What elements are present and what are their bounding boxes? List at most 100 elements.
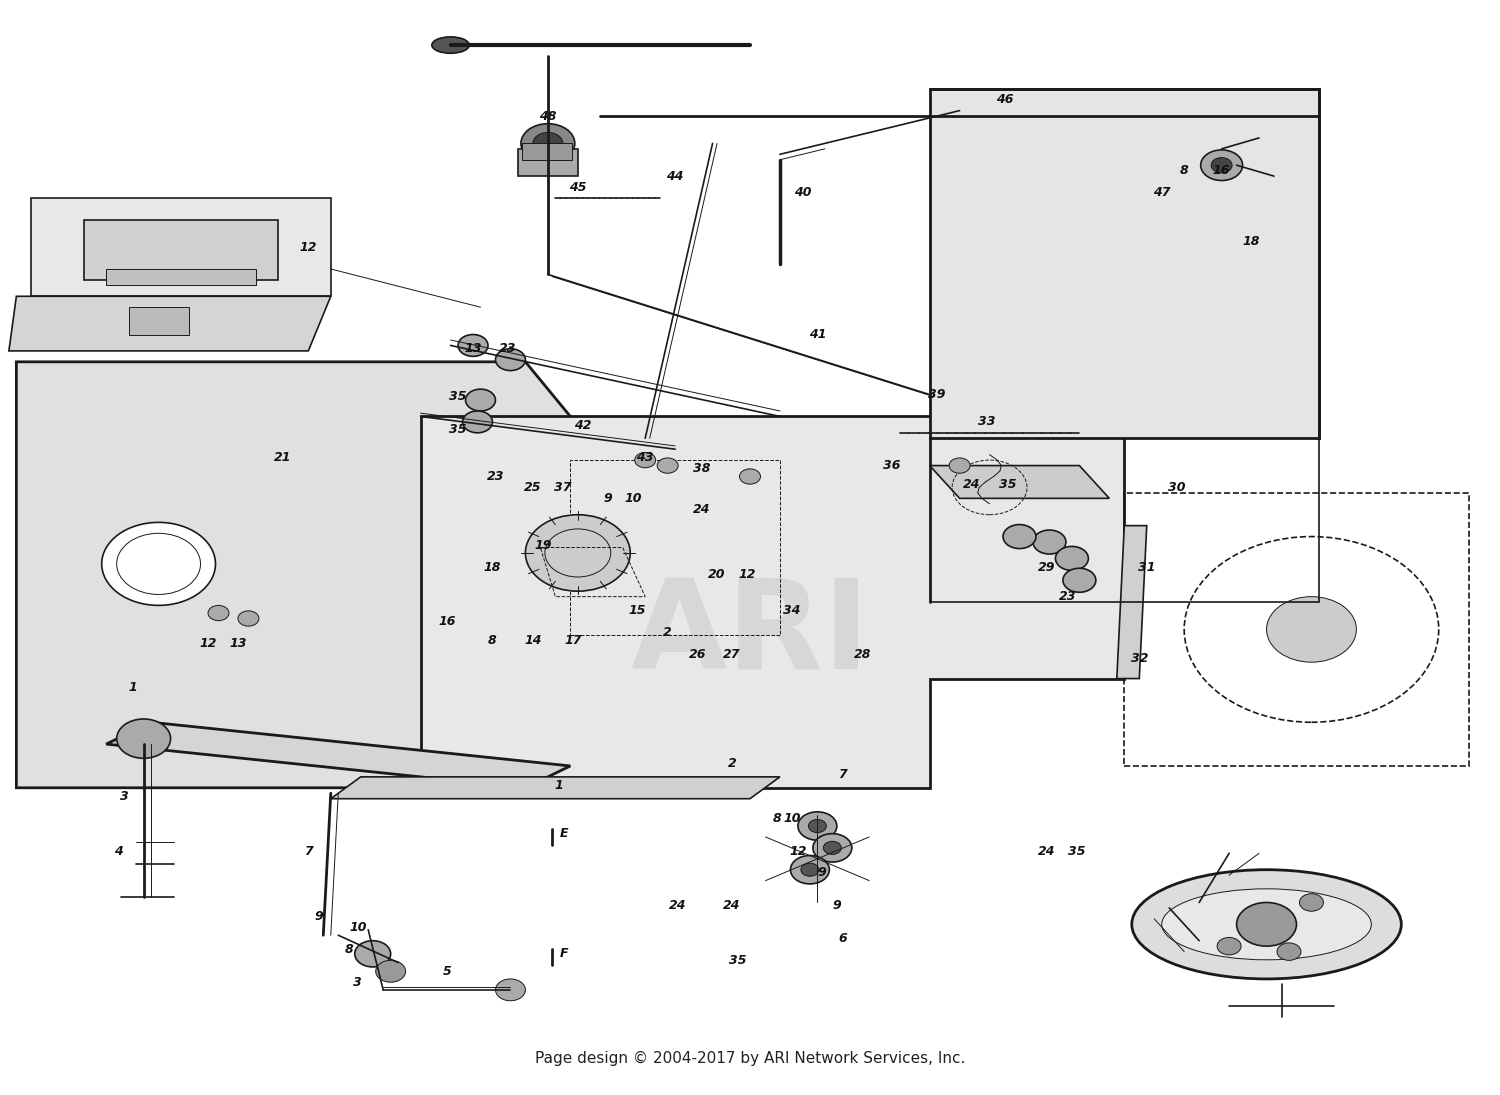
- Bar: [518, 149, 578, 176]
- Text: 17: 17: [564, 634, 582, 647]
- Text: 34: 34: [783, 604, 801, 618]
- Text: 46: 46: [996, 93, 1014, 106]
- Text: 6: 6: [839, 932, 848, 945]
- Text: 24: 24: [693, 503, 711, 516]
- Text: 12: 12: [200, 637, 217, 650]
- Text: 33: 33: [978, 415, 996, 428]
- Text: 8: 8: [488, 634, 496, 647]
- Polygon shape: [420, 416, 1125, 787]
- Circle shape: [458, 334, 488, 356]
- Text: 10: 10: [350, 921, 366, 934]
- Text: 35: 35: [729, 954, 747, 967]
- Circle shape: [801, 863, 819, 876]
- Bar: [1125, 493, 1468, 765]
- Text: 3: 3: [354, 976, 362, 989]
- Text: 24: 24: [1038, 844, 1054, 857]
- Text: 8: 8: [345, 943, 352, 956]
- Circle shape: [634, 452, 656, 468]
- Text: 2: 2: [663, 626, 672, 639]
- Circle shape: [657, 458, 678, 473]
- Polygon shape: [1118, 526, 1148, 679]
- Text: 40: 40: [794, 186, 812, 199]
- Polygon shape: [84, 220, 279, 280]
- Text: 37: 37: [554, 481, 572, 494]
- Text: 3: 3: [120, 789, 129, 803]
- Circle shape: [1004, 525, 1036, 549]
- Circle shape: [117, 719, 171, 759]
- Text: 23: 23: [498, 343, 516, 355]
- Text: 26: 26: [688, 648, 706, 661]
- Polygon shape: [332, 776, 780, 798]
- Text: 45: 45: [568, 181, 586, 194]
- Text: 1: 1: [554, 780, 562, 792]
- Circle shape: [209, 606, 230, 621]
- Text: 38: 38: [693, 462, 711, 475]
- Text: 23: 23: [1059, 590, 1076, 603]
- Polygon shape: [32, 198, 332, 297]
- Circle shape: [790, 855, 830, 884]
- Text: 8: 8: [1180, 164, 1188, 177]
- Circle shape: [1210, 158, 1231, 173]
- Text: 39: 39: [928, 388, 946, 401]
- Text: 35: 35: [450, 423, 466, 436]
- Text: 1: 1: [129, 681, 138, 694]
- Text: 35: 35: [999, 477, 1017, 491]
- Text: 20: 20: [708, 568, 726, 581]
- Circle shape: [495, 348, 525, 370]
- Ellipse shape: [1161, 889, 1371, 960]
- Text: 43: 43: [636, 451, 654, 464]
- Circle shape: [808, 819, 826, 832]
- Polygon shape: [16, 361, 750, 787]
- Text: 24: 24: [963, 477, 981, 491]
- Polygon shape: [106, 269, 256, 286]
- Text: 12: 12: [300, 241, 316, 254]
- Circle shape: [813, 833, 852, 862]
- Text: 18: 18: [483, 561, 501, 574]
- Circle shape: [520, 124, 574, 163]
- Text: 15: 15: [628, 604, 646, 618]
- Ellipse shape: [432, 37, 470, 54]
- Bar: [570, 460, 780, 635]
- Text: 19: 19: [534, 539, 552, 552]
- Circle shape: [1034, 530, 1066, 554]
- Circle shape: [1276, 943, 1300, 960]
- Text: 13: 13: [465, 343, 482, 355]
- Text: 31: 31: [1138, 561, 1155, 574]
- Text: 35: 35: [1068, 844, 1084, 857]
- Text: 21: 21: [274, 451, 291, 464]
- Text: 44: 44: [666, 170, 684, 183]
- Text: 14: 14: [524, 634, 542, 647]
- Text: 9: 9: [833, 899, 842, 912]
- Circle shape: [798, 811, 837, 840]
- Text: 2: 2: [728, 758, 736, 770]
- Circle shape: [532, 132, 562, 154]
- Text: 10: 10: [783, 811, 801, 825]
- Text: 42: 42: [573, 418, 591, 431]
- Circle shape: [102, 522, 216, 606]
- Text: 9: 9: [315, 910, 322, 923]
- Circle shape: [1064, 568, 1096, 592]
- Text: 18: 18: [1244, 235, 1260, 249]
- Circle shape: [525, 515, 630, 591]
- Text: 13: 13: [230, 637, 246, 650]
- Circle shape: [1299, 894, 1323, 911]
- Circle shape: [824, 841, 842, 854]
- Text: 28: 28: [853, 648, 871, 661]
- Text: 47: 47: [1154, 186, 1170, 199]
- Text: Page design © 2004-2017 by ARI Network Services, Inc.: Page design © 2004-2017 by ARI Network S…: [536, 1051, 964, 1067]
- Ellipse shape: [1132, 869, 1401, 979]
- Circle shape: [375, 960, 405, 982]
- Text: 5: 5: [442, 965, 452, 978]
- Text: 24: 24: [723, 899, 741, 912]
- Text: 4: 4: [114, 844, 123, 857]
- Text: F: F: [560, 947, 568, 960]
- Text: 16: 16: [1214, 164, 1230, 177]
- Bar: [129, 308, 189, 334]
- Bar: [522, 143, 572, 160]
- Circle shape: [238, 611, 260, 626]
- Circle shape: [740, 469, 760, 484]
- Text: 35: 35: [450, 390, 466, 403]
- Circle shape: [1236, 902, 1296, 946]
- Text: 10: 10: [624, 492, 642, 505]
- Circle shape: [1266, 597, 1356, 662]
